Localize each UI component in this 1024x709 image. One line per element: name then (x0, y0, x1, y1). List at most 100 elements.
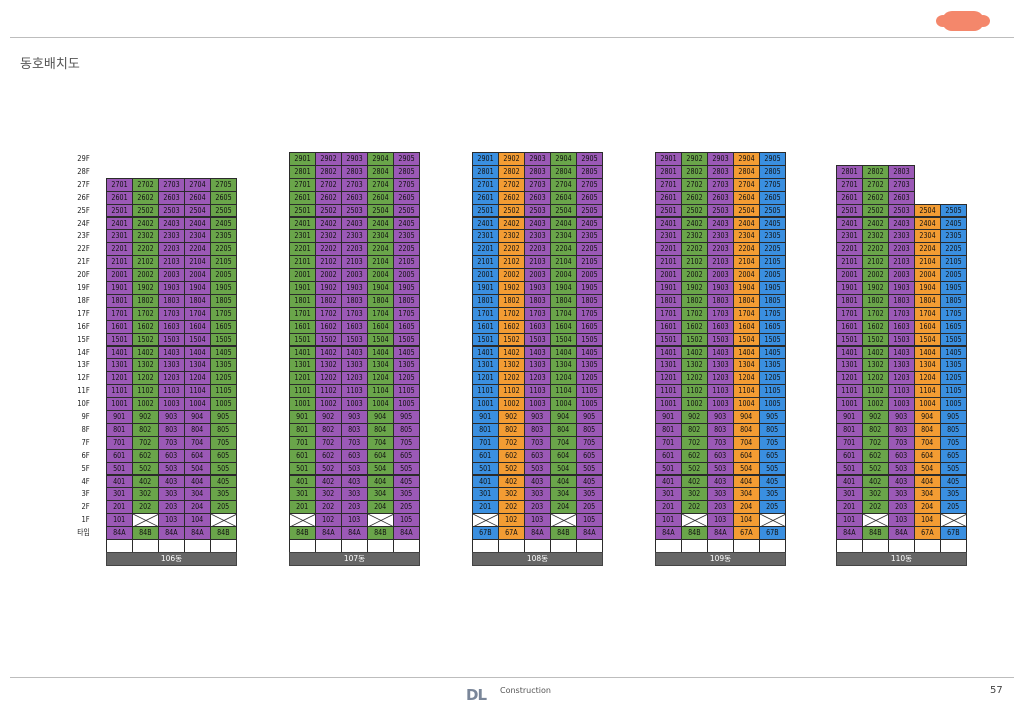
unit-cell: 2101 (106, 255, 133, 270)
unit-cell: 2302 (862, 229, 889, 244)
unit-cell: 105 (576, 513, 603, 528)
unit-cell: 2301 (472, 229, 499, 244)
unit-cell: 1702 (498, 306, 525, 321)
unit-cell: 1102 (498, 384, 525, 399)
unit-cell: 2301 (836, 229, 863, 244)
unit-cell: 1805 (940, 293, 967, 308)
unit-cell: 2504 (184, 203, 211, 218)
unit-cell: 1802 (862, 293, 889, 308)
blank-cell (836, 539, 863, 553)
blank-cell (576, 539, 603, 553)
unit-cell: 1504 (914, 332, 941, 347)
unit-cell: 602 (315, 448, 342, 463)
unit-cell: 1205 (210, 371, 237, 386)
unit-cell: 2004 (914, 268, 941, 282)
unit-cell: 2805 (576, 164, 603, 179)
unit-cell: 2404 (550, 216, 577, 231)
unit-cell: 1605 (576, 319, 603, 334)
unit-cell: 2205 (393, 242, 420, 257)
unit-cell: 2502 (862, 203, 889, 218)
unit-cell: 2601 (655, 190, 682, 205)
unit-cell: 403 (158, 474, 185, 489)
floor-label: 9F (81, 412, 90, 421)
unit-cell: 1104 (550, 384, 577, 399)
unit-cell: 705 (759, 435, 786, 450)
unit-cell: 1101 (836, 384, 863, 399)
unit-cell: 1803 (524, 293, 551, 308)
unit-cell: 2004 (367, 268, 394, 282)
floor-label: 14F (77, 347, 90, 357)
unit-cell: 1402 (315, 345, 342, 360)
unit-cell: 2105 (759, 255, 786, 270)
unit-cell: 1301 (472, 358, 499, 373)
unit-cell: 2804 (733, 164, 760, 179)
unit-cell: 1102 (132, 384, 159, 399)
unit-cell: 601 (472, 448, 499, 463)
unit-cell: 1004 (367, 397, 394, 411)
unit-cell: 901 (655, 410, 682, 424)
unit-cell: 1305 (940, 358, 967, 373)
unit-cell: 102 (315, 513, 342, 528)
unit-cell: 2504 (733, 203, 760, 218)
unit-cell: 2104 (914, 255, 941, 270)
unit-cell: 2104 (184, 255, 211, 270)
unit-cell: 1603 (158, 319, 185, 334)
unit-cell: 1105 (576, 384, 603, 399)
unit-cell: 2801 (836, 164, 863, 179)
unit-cell: 803 (341, 422, 368, 437)
unit-cell: 2502 (132, 203, 159, 218)
unit-cell: 604 (914, 448, 941, 463)
unit-cell: 1903 (158, 281, 185, 295)
unit-cell: 2304 (550, 229, 577, 244)
unit-cell: 902 (681, 410, 708, 424)
unit-cell: 402 (132, 474, 159, 489)
unit-cell: 1902 (498, 281, 525, 295)
unit-cell: 2005 (940, 268, 967, 282)
unit-cell: 2201 (655, 242, 682, 257)
unit-cell: 1204 (733, 371, 760, 386)
type-cell: 84A (655, 526, 682, 540)
unit-cell: 1902 (132, 281, 159, 295)
unit-cell: 2804 (367, 164, 394, 179)
unit-cell: 1304 (550, 358, 577, 373)
unit-cell: 1603 (707, 319, 734, 334)
unit-cell: 2204 (367, 242, 394, 257)
unit-cell: 2802 (681, 164, 708, 179)
unit-cell: 1703 (888, 306, 915, 321)
unit-cell: 1403 (341, 345, 368, 360)
blank-cell (550, 539, 577, 553)
unit-cell: 401 (472, 474, 499, 489)
blank-cell (472, 539, 499, 553)
unit-cell: 2805 (393, 164, 420, 179)
pilotis-cell (289, 513, 316, 528)
unit-cell: 1902 (862, 281, 889, 295)
unit-cell: 2001 (106, 268, 133, 282)
unit-cell: 1405 (393, 345, 420, 360)
unit-cell: 2602 (681, 190, 708, 205)
unit-cell: 2002 (498, 268, 525, 282)
unit-cell: 2101 (655, 255, 682, 270)
unit-cell: 1202 (315, 371, 342, 386)
unit-cell: 1502 (862, 332, 889, 347)
unit-cell: 1302 (315, 358, 342, 373)
header-divider (10, 37, 1014, 38)
unit-cell: 1703 (158, 306, 185, 321)
unit-cell: 2701 (289, 177, 316, 192)
unit-cell: 1804 (733, 293, 760, 308)
unit-cell: 305 (576, 487, 603, 502)
unit-cell: 2005 (759, 268, 786, 282)
unit-cell: 203 (158, 500, 185, 515)
unit-cell: 1204 (367, 371, 394, 386)
unit-cell: 1903 (341, 281, 368, 295)
unit-cell: 1602 (862, 319, 889, 334)
unit-cell: 205 (940, 500, 967, 515)
unit-cell: 801 (106, 422, 133, 437)
unit-cell: 2201 (836, 242, 863, 257)
unit-cell: 303 (158, 487, 185, 502)
blank-cell (341, 539, 368, 553)
blank-cell (184, 539, 211, 553)
unit-cell: 805 (759, 422, 786, 437)
unit-cell: 104 (733, 513, 760, 528)
unit-cell: 1405 (576, 345, 603, 360)
floor-label: 15F (77, 334, 90, 344)
